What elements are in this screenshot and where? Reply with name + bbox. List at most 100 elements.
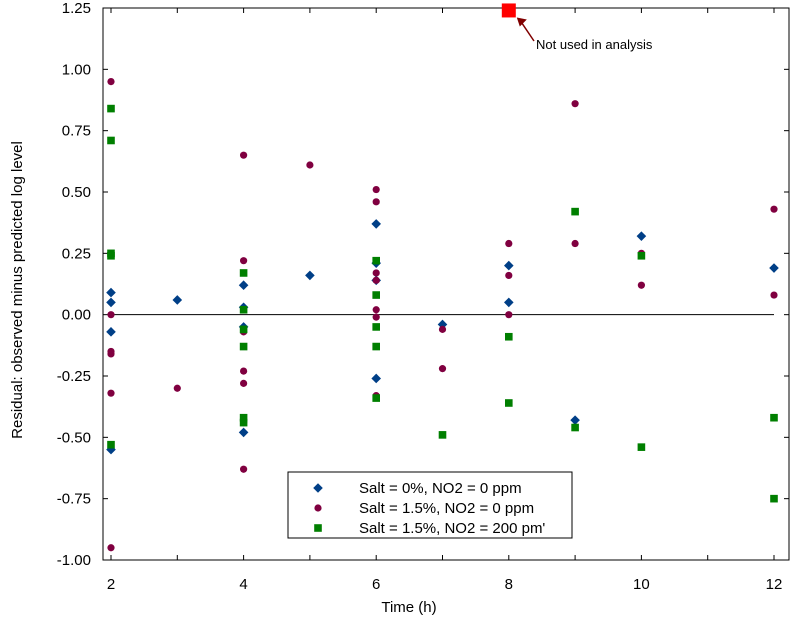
circle-data-point: [107, 78, 115, 86]
data-series-layer: [106, 78, 779, 552]
annotation-text: Not used in analysis: [536, 37, 653, 52]
square-data-point: [239, 413, 248, 422]
diamond-data-point: [570, 415, 580, 425]
legend-label: Salt = 0%, NO2 = 0 ppm: [359, 480, 522, 497]
square-data-point: [637, 443, 646, 451]
square-data-point: [571, 423, 579, 432]
x-tick-label: 6: [372, 576, 380, 593]
square-data-point: [107, 251, 115, 260]
circle-data-point: [438, 325, 447, 333]
circle-data-point: [107, 544, 115, 552]
x-tick-label: 8: [505, 576, 513, 593]
square-data-point: [239, 269, 248, 277]
annotation-layer: Not used in analysis: [501, 3, 653, 52]
circle-data-point: [372, 306, 380, 314]
circle-data-point: [770, 205, 778, 213]
circle-data-point: [240, 465, 248, 473]
circle-data-point: [107, 389, 115, 397]
diamond-data-point: [106, 327, 116, 337]
square-data-point: [372, 291, 380, 299]
circle-data-point: [372, 198, 380, 206]
diamond-data-point: [504, 260, 514, 271]
diamond-data-point: [636, 231, 647, 241]
legend-label: Salt = 1.5%, NO2 = 0 ppm: [359, 500, 534, 517]
square-data-point: [372, 256, 380, 265]
diamond-data-point: [172, 295, 183, 305]
square-data-point: [505, 332, 513, 341]
square-data-point: [107, 440, 115, 449]
y-tick-label: -0.25: [57, 368, 91, 385]
diamond-data-point: [504, 297, 514, 308]
excluded-data-point: [501, 3, 516, 18]
square-data-point: [239, 305, 248, 314]
x-tick-label: 2: [107, 576, 115, 593]
circle-data-point: [505, 311, 513, 319]
series-3-group: [107, 104, 778, 503]
circle-data-point: [770, 291, 778, 299]
diamond-data-point: [106, 297, 116, 308]
legend: Salt = 0%, NO2 = 0 ppm Salt = 1.5%, NO2 =…: [287, 471, 573, 539]
square-data-point: [372, 323, 380, 331]
square-data-point: [107, 136, 115, 145]
y-axis: 1.25 1.00 0.75 0.50 0.25 0.00 -0.25 -0.50 -0.75 -…: [57, 0, 789, 569]
square-data-point: [107, 104, 115, 113]
square-data-point: [438, 431, 447, 439]
diamond-data-point: [238, 280, 249, 291]
x-tick-label: 12: [766, 576, 783, 593]
circle-data-point: [240, 151, 248, 159]
square-data-point: [372, 342, 380, 351]
y-tick-label: -0.75: [57, 491, 91, 508]
y-tick-label: 0.50: [62, 184, 91, 201]
diamond-data-point: [769, 263, 779, 273]
diamond-data-point: [371, 219, 381, 229]
annotation-arrow-line: [520, 21, 535, 42]
y-tick-label: 1.25: [62, 0, 91, 17]
y-tick-label: 0.75: [62, 123, 91, 140]
series-1-group: [106, 219, 779, 455]
circle-data-point: [306, 161, 314, 169]
circle-data-point: [372, 269, 380, 277]
circle-data-point: [173, 384, 181, 392]
diamond-data-point: [238, 427, 249, 438]
x-tick-label: 10: [633, 576, 650, 593]
square-data-point: [239, 342, 248, 351]
legend-marker-diamond: [313, 483, 323, 493]
y-axis-title: Residual: observed minus predicted log l…: [9, 141, 26, 439]
circle-data-point: [240, 257, 248, 265]
circle-data-point: [571, 239, 579, 248]
annotation-arrowhead: [516, 17, 527, 27]
legend-box: [287, 471, 573, 539]
y-tick-label: 0.25: [62, 245, 91, 262]
square-data-point: [505, 399, 513, 407]
diamond-data-point: [106, 444, 116, 455]
legend-label: Salt = 1.5%, NO2 = 200 pm': [359, 520, 545, 537]
diamond-data-point: [106, 287, 116, 298]
x-axis: 2 4 6 8 10 12: [107, 8, 783, 593]
legend-marker-circle: [314, 504, 322, 512]
plot-frame: [102, 7, 790, 561]
square-data-point: [571, 207, 579, 216]
circle-data-point: [637, 281, 646, 289]
circle-data-point: [107, 350, 115, 358]
circle-data-point: [505, 239, 513, 248]
circle-data-point: [372, 313, 380, 321]
square-data-point: [239, 325, 248, 334]
circle-data-point: [240, 379, 248, 387]
legend-marker-square: [314, 524, 322, 532]
circle-data-point: [571, 100, 579, 108]
diamond-data-point: [305, 270, 315, 281]
circle-data-point: [372, 276, 380, 284]
square-data-point: [239, 418, 248, 427]
y-tick-label: -1.00: [57, 552, 91, 569]
circle-data-point: [372, 185, 380, 194]
circle-data-point: [438, 365, 447, 373]
y-tick-label: 0.00: [62, 307, 91, 324]
square-data-point: [637, 251, 646, 260]
circle-data-point: [505, 271, 513, 280]
square-data-point: [770, 413, 778, 422]
circle-data-point: [240, 367, 248, 375]
circle-data-point: [107, 311, 115, 319]
square-data-point: [372, 394, 380, 402]
diamond-data-point: [371, 373, 381, 384]
